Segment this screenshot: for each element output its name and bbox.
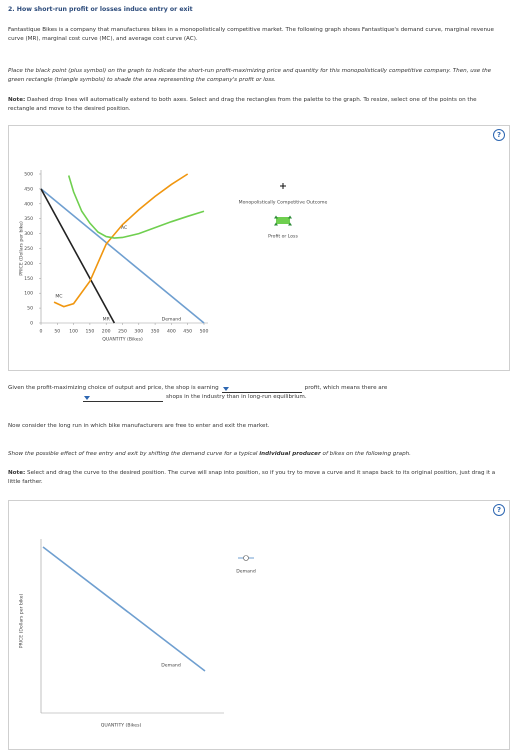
y-tick-label: 250 (24, 246, 33, 252)
curve-label: AC (121, 225, 127, 231)
y-tick-label: 150 (24, 276, 33, 282)
note-label: Note: (8, 97, 26, 103)
title: 2. How short-run profit or losses induce… (8, 6, 193, 13)
x-axis-label: QUANTITY (Bikes) (102, 337, 143, 343)
graph: 0 50 100 150 200 250 300 350 400 450 500 0 50 100 150 2… (19, 170, 328, 343)
palette-icon[interactable] (288, 222, 292, 226)
x-tick-label: 50 (54, 329, 60, 335)
palette-label: Demand (236, 569, 256, 575)
palette-icon[interactable] (288, 215, 292, 219)
help-button[interactable]: ? (493, 504, 505, 516)
y-tick-label: 100 (24, 291, 33, 297)
palette-label: Monopolistically Competitive Outcome (239, 200, 328, 206)
x-tick-label: 200 (102, 329, 111, 335)
graph: Demand QUANTITY (Bikes) PRICE (Dollars p… (19, 539, 256, 729)
instructions: Show the possible effect of free entry a… (8, 450, 508, 459)
palette-label: Profit or Loss (268, 234, 298, 240)
graph-panel: ? Demand QUANTITY (Bikes) PRICE (Dollars… (8, 500, 510, 750)
paragraph: Now consider the long run in which bike … (8, 423, 270, 429)
x-tick-label: 100 (69, 329, 78, 335)
curve (40, 188, 205, 324)
curve-label: Demand (161, 663, 181, 669)
note-label: Note: (8, 470, 26, 476)
x-tick-label: 450 (183, 329, 192, 335)
curve (53, 173, 189, 308)
x-axis-label: QUANTITY (Bikes) (101, 723, 142, 729)
curve (67, 175, 205, 239)
note-text: Dashed drop lines will automatically ext… (8, 97, 477, 112)
palette-icon[interactable] (243, 555, 249, 561)
palette-icon[interactable] (274, 215, 278, 219)
y-tick-label: 300 (24, 231, 33, 237)
y-tick-label: 350 (24, 216, 33, 222)
dropdown[interactable] (221, 386, 302, 393)
instr-text: Show the possible effect of free entry a… (8, 451, 258, 457)
y-tick-label: 500 (24, 172, 33, 178)
graph-panel: ? 0 50 100 150 200 250 300 350 400 450 500 0 50 100 15… (8, 125, 510, 371)
y-axis-label: PRICE (Dollars per bike) (19, 221, 25, 276)
demand-curve[interactable] (42, 546, 206, 672)
y-tick-label: 50 (27, 306, 33, 312)
question-text: shops in the industry than in long-run e… (166, 394, 307, 400)
instr-emphasis: individual producer (259, 451, 321, 457)
x-tick-label: 500 (200, 329, 209, 335)
curve-label: MR (103, 316, 111, 322)
dropdown[interactable] (83, 395, 163, 402)
curve-label: MC (55, 294, 62, 300)
y-tick-label: 400 (24, 201, 33, 207)
x-tick-label: 350 (151, 329, 160, 335)
palette-icon[interactable] (276, 217, 290, 224)
note: Note: Dashed drop lines will automatical… (8, 96, 498, 114)
note: Note: Select and drag the curve to the d… (8, 469, 503, 487)
curve-label: Demand (162, 316, 182, 322)
x-tick-label: 150 (86, 329, 95, 335)
question-text: profit, which means there are (304, 385, 388, 391)
y-tick-label: 450 (24, 186, 33, 192)
y-axis-label: PRICE (Dollars per bike) (19, 594, 25, 649)
y-tick-label: 200 (24, 261, 33, 267)
x-tick-label: 300 (134, 329, 143, 335)
x-tick-label: 0 (40, 329, 43, 335)
y-tick-label: 0 (30, 321, 33, 327)
question-text: Given the profit-maximizing choice of ou… (8, 385, 219, 391)
curve (40, 188, 116, 324)
palette-icon[interactable] (274, 222, 278, 226)
x-tick-label: 400 (167, 329, 176, 335)
instr-text: of bikes on the following graph. (322, 451, 411, 457)
instructions: Place the black point (plus symbol) on t… (8, 68, 492, 83)
help-button[interactable]: ? (493, 129, 505, 141)
note-text: Select and drag the curve to the desired… (8, 470, 496, 485)
intro: Fantastique Bikes is a company that manu… (8, 27, 494, 42)
question: Given the profit-maximizing choice of ou… (8, 384, 508, 402)
x-tick-label: 250 (118, 329, 127, 335)
